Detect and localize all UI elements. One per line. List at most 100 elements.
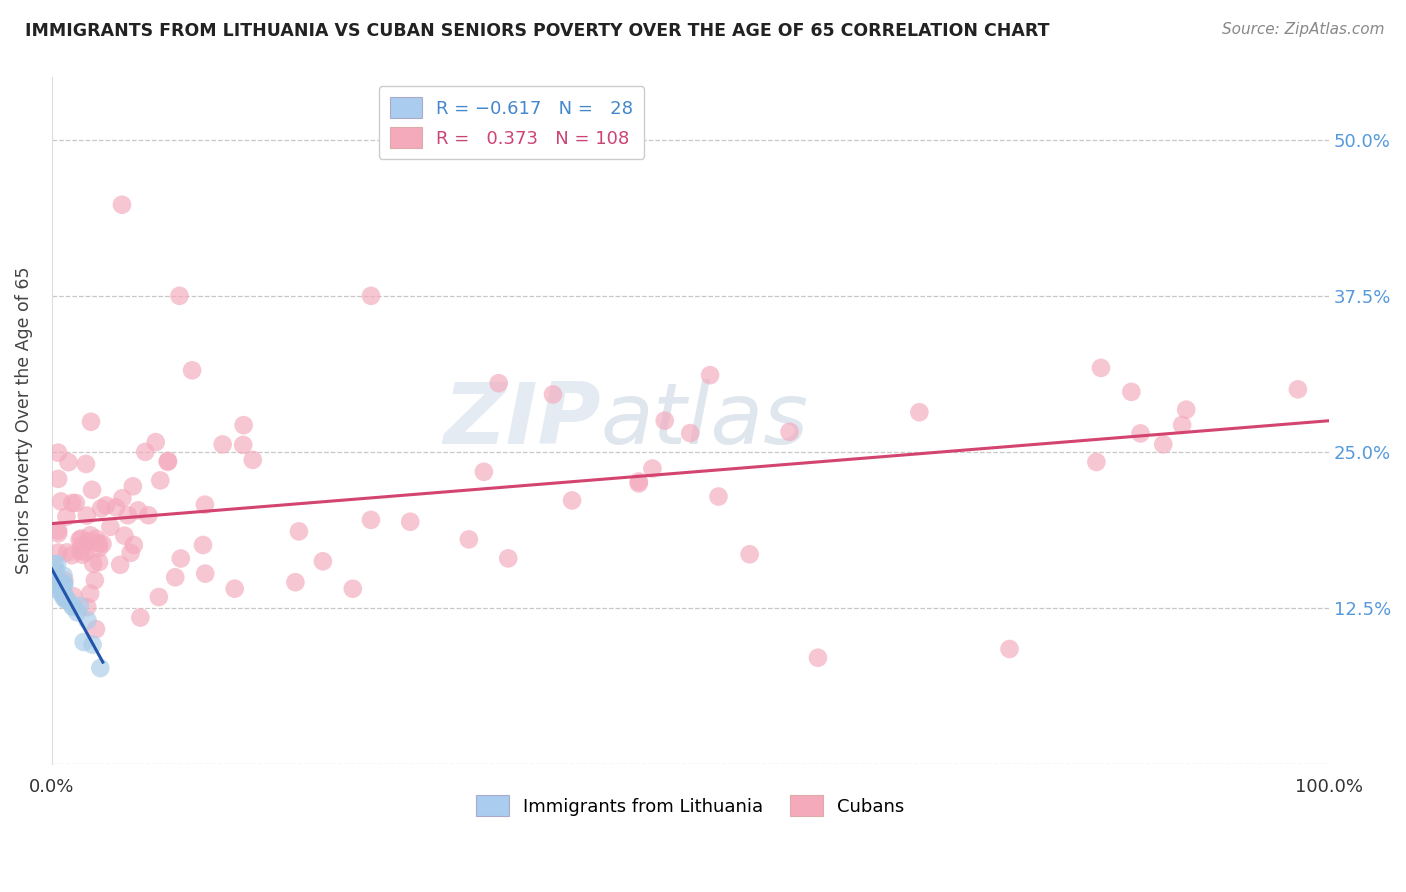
Point bbox=[53, 574, 76, 588]
Point bbox=[60, 496, 83, 510]
Point bbox=[232, 418, 254, 433]
Point bbox=[52, 568, 75, 582]
Point bbox=[84, 622, 107, 636]
Point bbox=[55, 509, 77, 524]
Point bbox=[654, 414, 676, 428]
Text: atlas: atlas bbox=[600, 379, 808, 462]
Text: IMMIGRANTS FROM LITHUANIA VS CUBAN SENIORS POVERTY OVER THE AGE OF 65 CORRELATIO: IMMIGRANTS FROM LITHUANIA VS CUBAN SENIO… bbox=[25, 22, 1050, 40]
Point bbox=[55, 592, 77, 607]
Point bbox=[58, 455, 80, 469]
Point bbox=[46, 545, 69, 559]
Point bbox=[111, 198, 134, 212]
Y-axis label: Seniors Poverty Over the Age of 65: Seniors Poverty Over the Age of 65 bbox=[15, 267, 32, 574]
Point bbox=[807, 650, 830, 665]
Point bbox=[156, 455, 179, 469]
Point bbox=[170, 551, 193, 566]
Point bbox=[80, 483, 103, 497]
Point bbox=[1175, 402, 1198, 417]
Point bbox=[83, 573, 105, 587]
Point bbox=[627, 475, 650, 489]
Point bbox=[488, 376, 510, 391]
Point bbox=[457, 533, 479, 547]
Point bbox=[52, 591, 75, 605]
Point bbox=[80, 415, 103, 429]
Point bbox=[45, 574, 67, 589]
Point bbox=[75, 545, 97, 559]
Point bbox=[51, 587, 73, 601]
Point bbox=[79, 586, 101, 600]
Point bbox=[73, 635, 96, 649]
Point bbox=[1129, 426, 1152, 441]
Point bbox=[360, 289, 382, 303]
Point bbox=[69, 599, 91, 613]
Point bbox=[122, 538, 145, 552]
Point bbox=[72, 548, 94, 562]
Point bbox=[242, 453, 264, 467]
Point bbox=[472, 465, 495, 479]
Legend: Immigrants from Lithuania, Cubans: Immigrants from Lithuania, Cubans bbox=[468, 789, 911, 823]
Point bbox=[55, 592, 77, 607]
Point bbox=[108, 558, 131, 572]
Point bbox=[94, 499, 117, 513]
Point bbox=[45, 571, 67, 585]
Point bbox=[224, 582, 246, 596]
Point bbox=[52, 577, 75, 591]
Point bbox=[82, 557, 104, 571]
Point bbox=[156, 454, 179, 468]
Point bbox=[112, 529, 135, 543]
Point bbox=[738, 547, 761, 561]
Point bbox=[120, 546, 142, 560]
Point bbox=[76, 600, 98, 615]
Point bbox=[60, 548, 83, 562]
Point bbox=[134, 445, 156, 459]
Point bbox=[541, 387, 564, 401]
Point bbox=[46, 526, 69, 541]
Point bbox=[679, 426, 702, 441]
Point bbox=[82, 638, 104, 652]
Point bbox=[129, 610, 152, 624]
Point bbox=[76, 613, 98, 627]
Point bbox=[399, 515, 422, 529]
Point bbox=[84, 532, 107, 546]
Point bbox=[169, 289, 191, 303]
Point bbox=[60, 599, 83, 613]
Point bbox=[211, 437, 233, 451]
Point bbox=[70, 532, 93, 546]
Point bbox=[44, 582, 66, 596]
Point bbox=[75, 457, 97, 471]
Point bbox=[89, 541, 111, 555]
Point bbox=[641, 461, 664, 475]
Point bbox=[148, 590, 170, 604]
Point bbox=[104, 500, 127, 515]
Point bbox=[707, 490, 730, 504]
Point bbox=[1085, 455, 1108, 469]
Point bbox=[87, 555, 110, 569]
Point bbox=[48, 578, 70, 592]
Point bbox=[56, 593, 79, 607]
Point bbox=[91, 537, 114, 551]
Point bbox=[53, 588, 76, 602]
Point bbox=[117, 508, 139, 523]
Point bbox=[90, 501, 112, 516]
Point bbox=[1090, 360, 1112, 375]
Point bbox=[779, 425, 801, 439]
Point bbox=[360, 513, 382, 527]
Point bbox=[53, 578, 76, 592]
Point bbox=[342, 582, 364, 596]
Point bbox=[149, 474, 172, 488]
Point bbox=[45, 564, 67, 578]
Point bbox=[56, 545, 79, 559]
Point bbox=[138, 508, 160, 523]
Point bbox=[111, 491, 134, 506]
Point bbox=[194, 566, 217, 581]
Point bbox=[46, 557, 69, 571]
Point bbox=[87, 536, 110, 550]
Point bbox=[145, 435, 167, 450]
Point bbox=[127, 503, 149, 517]
Point bbox=[46, 575, 69, 590]
Point bbox=[62, 589, 84, 603]
Point bbox=[191, 538, 214, 552]
Point bbox=[181, 363, 204, 377]
Point bbox=[1121, 384, 1143, 399]
Point bbox=[79, 528, 101, 542]
